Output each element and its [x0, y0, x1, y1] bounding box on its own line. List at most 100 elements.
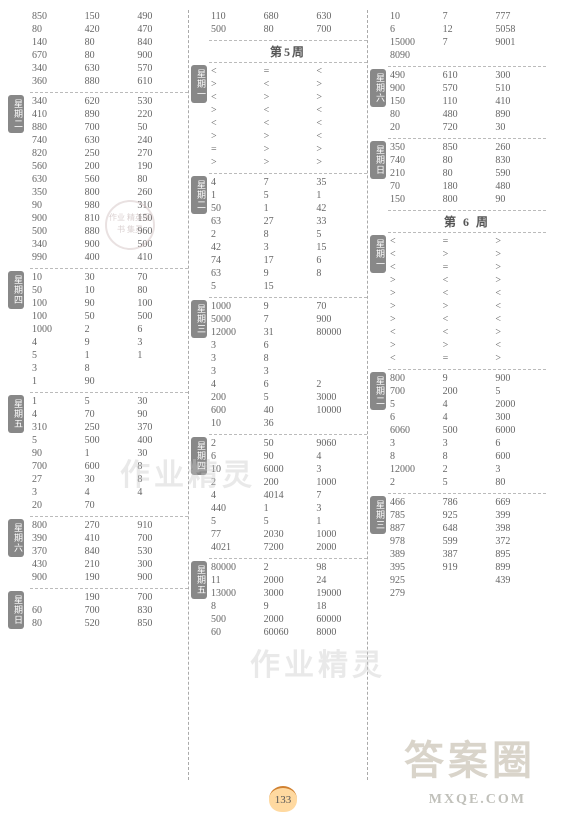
data-cell: 15000 — [388, 36, 441, 49]
data-cell: 6 — [262, 378, 315, 391]
data-cell: 310 — [30, 421, 83, 434]
data-cell: 850 — [135, 617, 188, 630]
data-cell: 2 — [209, 437, 262, 450]
data-cell: 630 — [83, 134, 136, 147]
data-cell — [493, 49, 546, 62]
data-cell: 70 — [314, 300, 367, 313]
block-c2-w5-2: 星期二 473515150142632733285423157417663985… — [209, 176, 367, 293]
block-c2-w5-4: 星期四 250906069041060003220010004401474401… — [209, 437, 367, 554]
data-cell: 90 — [83, 297, 136, 310]
data-cell: < — [209, 117, 262, 130]
data-cell: 5 — [388, 398, 441, 411]
data-cell: 370 — [135, 421, 188, 434]
data-cell: 190 — [135, 160, 188, 173]
table-c3-w6-1: <=><>><=>><>><<>><><<<<>>><<=> — [388, 235, 546, 365]
data-cell: < — [388, 261, 441, 274]
data-cell: 340 — [30, 238, 83, 251]
data-cell: 260 — [135, 186, 188, 199]
data-cell: 30 — [135, 395, 188, 408]
data-cell: > — [314, 156, 367, 169]
data-cell: 399 — [493, 509, 546, 522]
data-cell: 1 — [30, 395, 83, 408]
data-cell: 4 — [441, 411, 494, 424]
data-cell: 3 — [314, 502, 367, 515]
data-cell: = — [441, 352, 494, 365]
data-cell: 6000 — [262, 463, 315, 476]
block-c3-w6-2: 星期二 800990070020055420006430060605006000… — [388, 372, 546, 489]
data-cell: > — [441, 339, 494, 352]
data-cell: > — [388, 274, 441, 287]
data-cell: 880 — [83, 75, 136, 88]
data-cell: 370 — [30, 545, 83, 558]
data-cell: 910 — [135, 519, 188, 532]
data-cell: 5 — [262, 189, 315, 202]
data-cell: 700 — [314, 23, 367, 36]
data-cell: 60060 — [262, 626, 315, 639]
day-tab-sun: 星期日 — [8, 591, 24, 629]
data-cell: 7 — [441, 36, 494, 49]
data-cell: < — [314, 130, 367, 143]
data-cell: 510 — [493, 82, 546, 95]
data-cell: 19000 — [314, 587, 367, 600]
data-cell: 900 — [388, 82, 441, 95]
table-c1-b4: 1030705010801009010010050500100026493511… — [30, 271, 188, 388]
data-cell: < — [441, 326, 494, 339]
data-cell: 610 — [441, 69, 494, 82]
data-cell: 9 — [262, 600, 315, 613]
data-cell: 7 — [314, 489, 367, 502]
data-cell: 430 — [30, 558, 83, 571]
data-cell: 490 — [135, 10, 188, 23]
data-cell: 3 — [314, 463, 367, 476]
data-cell: 570 — [441, 82, 494, 95]
data-cell: > — [314, 91, 367, 104]
data-cell: 560 — [83, 173, 136, 186]
data-cell: 2 — [209, 228, 262, 241]
data-cell: > — [209, 130, 262, 143]
data-cell: 1000 — [314, 476, 367, 489]
data-cell: 895 — [493, 548, 546, 561]
day-tab-sat: 星期六 — [8, 519, 24, 557]
data-cell: 80 — [388, 108, 441, 121]
data-cell: 42 — [209, 241, 262, 254]
block-c3-top: 107777612505815000790018090 — [388, 10, 546, 62]
data-cell: 260 — [493, 141, 546, 154]
data-cell: 990 — [30, 251, 83, 264]
table-c2-2: 47351515014263273328542315741766398515 — [209, 176, 367, 293]
data-cell: 8 — [262, 228, 315, 241]
data-cell: > — [493, 261, 546, 274]
data-cell: 35 — [314, 176, 367, 189]
day-tab-mon-3: 星期一 — [370, 235, 386, 273]
data-cell: 90 — [493, 193, 546, 206]
data-cell: 1 — [30, 375, 83, 388]
data-cell: 2000 — [314, 541, 367, 554]
block-c1-top: 8501504908042047014080840670809003406305… — [30, 10, 188, 88]
data-cell: 80 — [83, 49, 136, 62]
data-cell: 9001 — [493, 36, 546, 49]
data-cell: 3 — [209, 339, 262, 352]
data-cell: 279 — [388, 587, 441, 600]
data-cell — [314, 352, 367, 365]
data-cell: 10000 — [314, 404, 367, 417]
data-cell: 10 — [30, 271, 83, 284]
data-cell: 900 — [314, 313, 367, 326]
watermark-4: MXQE.COM — [429, 792, 526, 808]
data-cell: 100 — [30, 310, 83, 323]
data-cell: 80 — [30, 617, 83, 630]
data-cell: 90 — [30, 447, 83, 460]
data-cell: 100 — [30, 297, 83, 310]
data-cell: 12000 — [209, 326, 262, 339]
data-cell: 270 — [135, 147, 188, 160]
data-cell: 6 — [388, 23, 441, 36]
data-cell: < — [441, 313, 494, 326]
data-cell: 890 — [83, 108, 136, 121]
data-cell: 140 — [30, 36, 83, 49]
data-cell: 440 — [209, 502, 262, 515]
table-c1-top: 8501504908042047014080840670809003406305… — [30, 10, 188, 88]
data-cell: 340 — [30, 62, 83, 75]
data-cell: 150 — [388, 193, 441, 206]
data-cell: 520 — [83, 617, 136, 630]
data-cell: > — [493, 326, 546, 339]
data-cell: 110 — [209, 10, 262, 23]
data-cell: 300 — [135, 558, 188, 571]
data-cell: > — [493, 352, 546, 365]
